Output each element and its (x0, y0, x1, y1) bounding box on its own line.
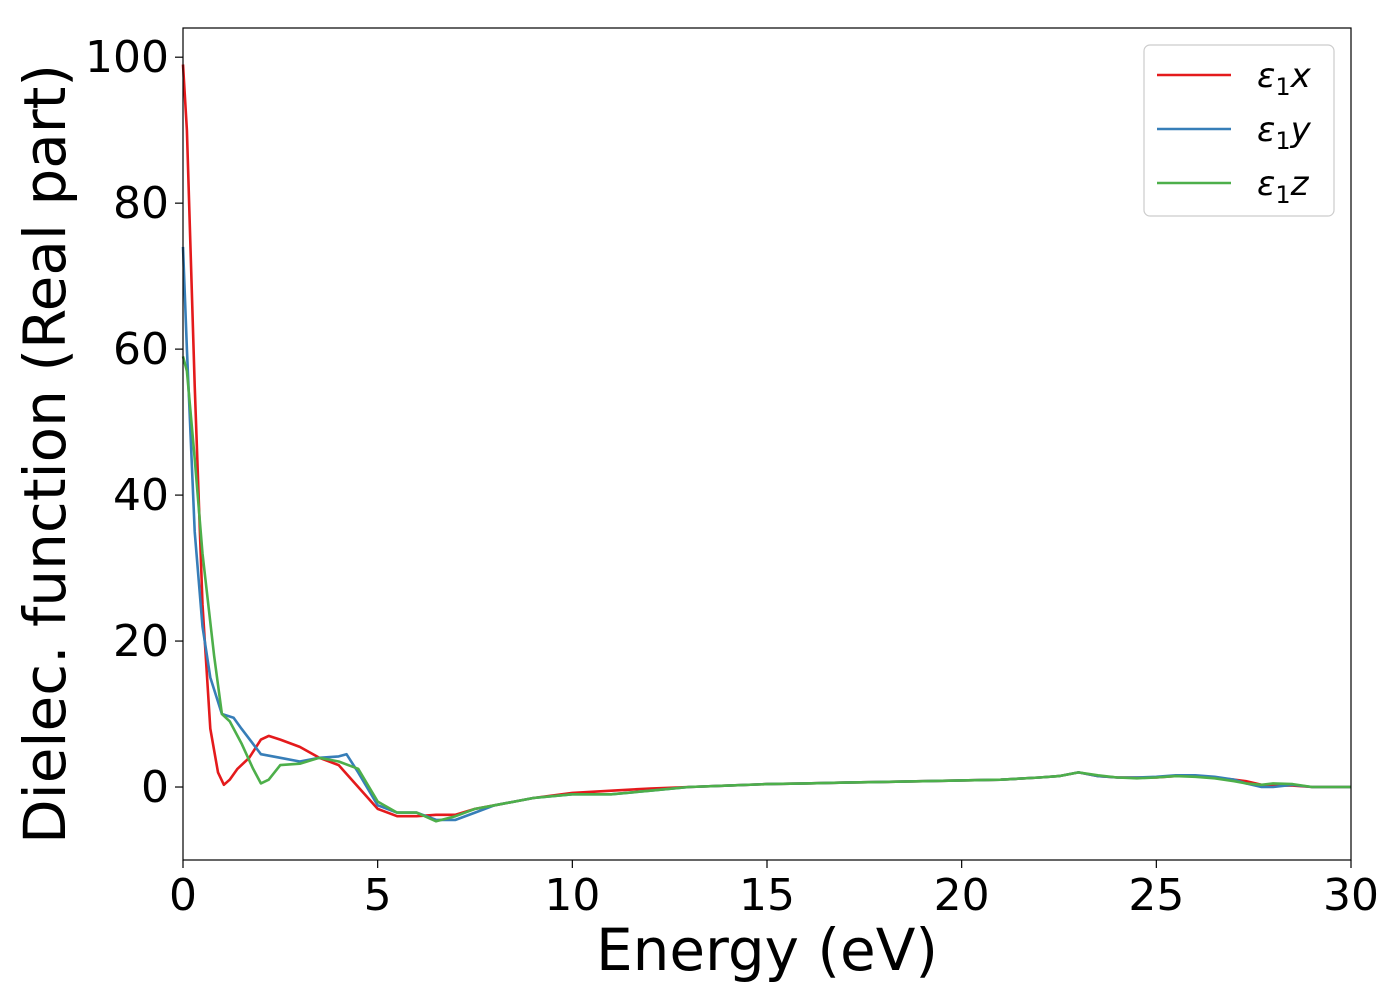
x-tick-label: 10 (544, 870, 600, 921)
legend-label-y: ε1y (1257, 110, 1312, 155)
legend: ε1x ε1y ε1z (1143, 44, 1335, 217)
x-tick-label: 25 (1128, 870, 1184, 921)
y-tick-label: 20 (113, 616, 169, 667)
series-layer (181, 64, 1351, 823)
legend-label-z: ε1z (1257, 164, 1310, 209)
x-tick-label: 30 (1323, 870, 1379, 921)
y-axis-label: Dielec. function (Real part) (11, 64, 79, 844)
x-tick-label: 15 (739, 870, 795, 921)
legend-label-x: ε1x (1257, 56, 1312, 101)
y-tick-label: 80 (113, 178, 169, 229)
x-tick-label: 0 (169, 870, 197, 921)
x-axis-ticks: 0 5 10 15 20 25 30 (169, 860, 1379, 921)
y-tick-label: 60 (113, 324, 169, 375)
x-tick-label: 20 (934, 870, 990, 921)
y-tick-label: 40 (113, 470, 169, 521)
y-tick-label: 100 (85, 32, 169, 83)
series-line-z (181, 356, 1351, 823)
legend-box (1143, 44, 1335, 217)
x-tick-label: 5 (364, 870, 392, 921)
series-line-y (181, 246, 1351, 822)
x-axis-label: Energy (eV) (596, 916, 938, 984)
y-axis-ticks: 0 20 40 60 80 100 (85, 32, 183, 813)
y-tick-label: 0 (141, 762, 169, 813)
